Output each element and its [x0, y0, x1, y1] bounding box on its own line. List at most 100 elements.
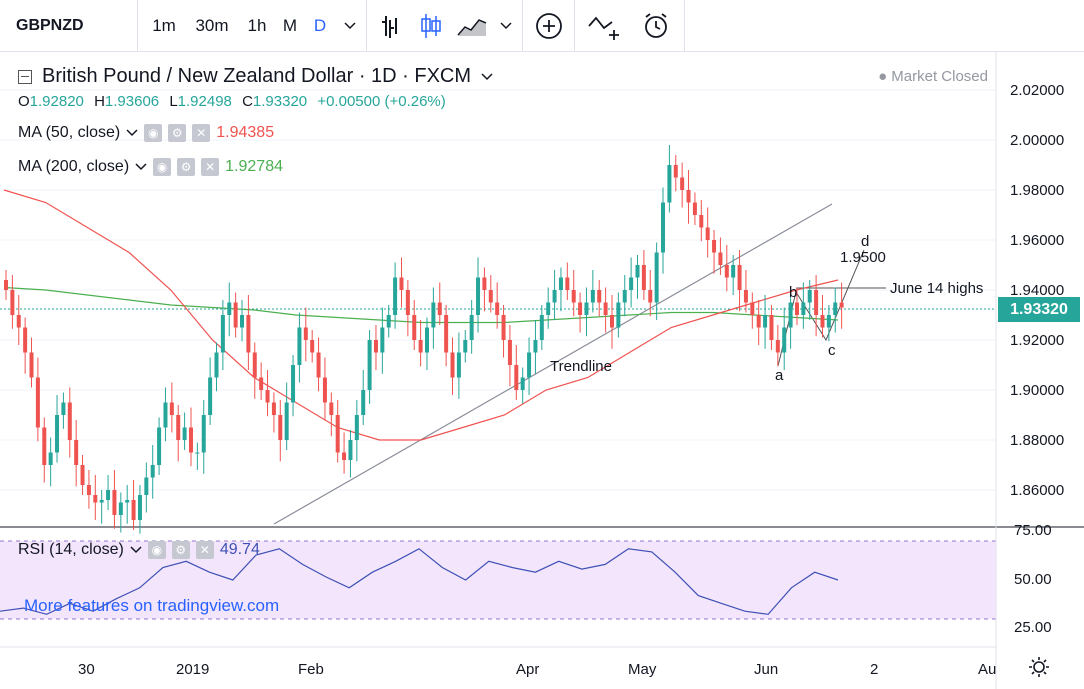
time-tick: 2019 — [176, 661, 210, 678]
open-value: 1.92820 — [29, 93, 84, 110]
chevron-down-icon[interactable] — [340, 0, 360, 52]
ma200-line — [3, 286, 839, 324]
candle — [552, 290, 557, 303]
price-chart[interactable]: Trendline June 14 highs d 1.9500 a b c — [0, 52, 1084, 689]
candle — [412, 315, 417, 340]
close-label: C — [242, 93, 253, 110]
candle — [692, 202, 697, 215]
interval-D[interactable]: D — [313, 16, 327, 35]
bar-style-icon[interactable] — [376, 0, 406, 52]
low-value: 1.92498 — [177, 93, 232, 110]
candle — [74, 440, 79, 465]
candle — [680, 177, 685, 190]
settings-gear-icon[interactable] — [1028, 656, 1050, 683]
candle — [329, 402, 334, 415]
candle — [450, 352, 455, 378]
candle — [814, 290, 819, 315]
close-icon[interactable]: ✕ — [192, 124, 211, 142]
close-icon[interactable]: ✕ — [195, 541, 214, 559]
collapse-icon[interactable] — [18, 69, 32, 84]
chart-title-row: British Pound / New Zealand Dollar · 1D … — [18, 65, 493, 88]
interval-M[interactable]: M — [282, 16, 298, 35]
current-price-tag: 1.93320 — [998, 297, 1080, 322]
candle — [584, 302, 589, 315]
candle — [354, 415, 359, 440]
candle — [737, 265, 742, 290]
candle — [380, 327, 385, 353]
candle — [163, 402, 168, 428]
candle — [42, 427, 47, 465]
candle — [265, 390, 270, 403]
candle — [150, 465, 155, 478]
candle — [112, 490, 117, 515]
candle — [367, 340, 372, 390]
candle — [673, 165, 678, 178]
candle — [214, 352, 219, 378]
low-label: L — [169, 93, 178, 110]
interval-1h[interactable]: 1h — [247, 16, 267, 35]
candle — [201, 415, 206, 453]
chevron-down-icon[interactable] — [481, 68, 493, 86]
eye-icon[interactable]: ◉ — [147, 541, 166, 559]
promo-link[interactable]: More features on tradingview.com — [24, 596, 280, 615]
rsi-tick: 25.00 — [1014, 619, 1052, 636]
candle — [648, 290, 653, 303]
ma50-value: 1.94385 — [216, 124, 275, 141]
chevron-down-icon[interactable] — [135, 158, 147, 176]
trendline — [273, 203, 833, 525]
chevron-down-icon[interactable] — [496, 0, 516, 52]
candle — [61, 402, 66, 415]
toolbar-divider — [522, 0, 523, 52]
indicators-icon[interactable] — [584, 0, 624, 52]
rsi-tick: 50.00 — [1014, 571, 1052, 588]
toolbar-divider — [684, 0, 685, 52]
candle — [724, 265, 729, 278]
wave-c-label: c — [828, 342, 836, 359]
candle — [661, 202, 666, 253]
chevron-down-icon[interactable] — [126, 124, 138, 142]
gear-icon[interactable]: ⚙ — [168, 124, 187, 142]
ma200-polyline — [3, 286, 839, 324]
ma50-legend: MA (50, close) ◉ ⚙ ✕ 1.94385 — [18, 124, 274, 142]
abcd-wave — [777, 249, 865, 367]
high-value: 1.93606 — [104, 93, 160, 110]
candle — [482, 277, 487, 290]
eye-icon[interactable]: ◉ — [144, 124, 163, 142]
rsi-tick: 75.00 — [1014, 522, 1052, 539]
gear-icon[interactable]: ⚙ — [171, 541, 190, 559]
candle — [29, 352, 34, 378]
candle — [743, 290, 748, 303]
gear-icon[interactable]: ⚙ — [177, 158, 196, 176]
candle — [616, 302, 621, 328]
candle — [820, 315, 825, 328]
close-icon[interactable]: ✕ — [201, 158, 220, 176]
candle — [705, 227, 710, 240]
candle — [501, 315, 506, 340]
candle — [686, 190, 691, 203]
interval-1m[interactable]: 1m — [152, 16, 176, 35]
symbol-search[interactable]: GBPNZD — [16, 17, 84, 34]
candle — [775, 340, 780, 353]
candle — [654, 252, 659, 303]
candle — [769, 315, 774, 340]
candle — [826, 315, 831, 328]
candle — [278, 415, 283, 440]
ma200-value: 1.92784 — [225, 158, 283, 175]
alert-icon[interactable] — [636, 0, 676, 52]
candle — [208, 377, 213, 415]
candle — [699, 215, 704, 228]
time-tick: Jun — [754, 661, 779, 678]
rsi-polyline — [0, 548, 839, 615]
chevron-down-icon[interactable] — [130, 541, 142, 559]
candle — [106, 490, 111, 500]
candle — [48, 452, 53, 465]
area-icon[interactable] — [456, 0, 488, 52]
add-compare-icon[interactable] — [532, 0, 566, 52]
eye-icon[interactable]: ◉ — [153, 158, 172, 176]
candle — [220, 315, 225, 353]
interval-30m[interactable]: 30m — [195, 16, 229, 35]
candles — [4, 145, 844, 534]
candle — [233, 302, 238, 328]
candles-icon[interactable] — [416, 0, 446, 52]
candle — [393, 277, 398, 315]
